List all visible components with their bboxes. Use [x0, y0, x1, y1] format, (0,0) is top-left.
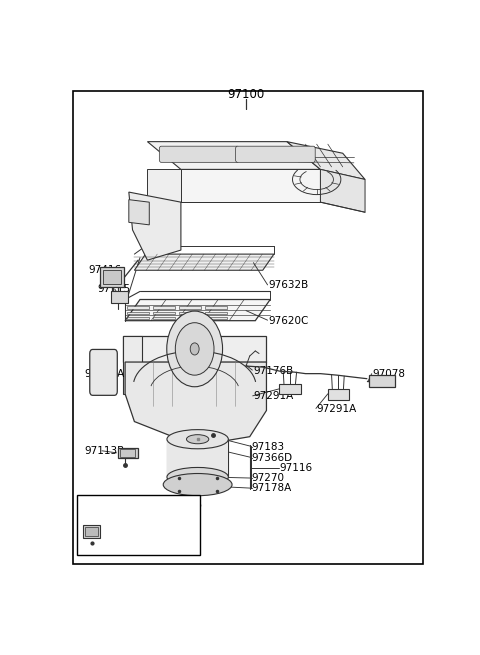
Bar [120, 449, 135, 457]
FancyBboxPatch shape [159, 146, 239, 162]
Polygon shape [160, 148, 242, 160]
Polygon shape [147, 170, 181, 202]
Bar [179, 312, 201, 314]
Bar [127, 312, 148, 314]
Text: (FULL AUTO-AIR CON): (FULL AUTO-AIR CON) [84, 498, 192, 508]
Bar [103, 271, 120, 284]
Text: 97176E: 97176E [107, 521, 146, 531]
Bar [205, 317, 227, 319]
Bar [153, 317, 175, 319]
Polygon shape [100, 267, 124, 288]
Polygon shape [123, 336, 266, 362]
Polygon shape [125, 299, 270, 321]
Text: 97366D: 97366D [252, 453, 293, 463]
Polygon shape [118, 448, 138, 458]
Text: 97416: 97416 [88, 265, 121, 275]
Polygon shape [369, 375, 395, 387]
Polygon shape [321, 170, 365, 212]
Text: 97078: 97078 [372, 369, 406, 379]
Bar [77, 495, 200, 555]
Polygon shape [111, 291, 128, 303]
Circle shape [167, 311, 223, 386]
Text: 97632B: 97632B [268, 280, 309, 290]
Polygon shape [125, 362, 266, 446]
FancyBboxPatch shape [236, 146, 315, 162]
Polygon shape [328, 389, 349, 400]
Polygon shape [279, 384, 301, 394]
Polygon shape [84, 525, 100, 538]
Bar [153, 312, 175, 314]
Text: 97116: 97116 [279, 463, 312, 473]
Polygon shape [287, 141, 365, 179]
Polygon shape [123, 336, 142, 394]
Circle shape [175, 323, 214, 375]
Text: 97178A: 97178A [252, 483, 292, 493]
Bar [205, 312, 227, 314]
Text: 97620C: 97620C [268, 316, 309, 326]
Text: 97291A: 97291A [317, 404, 357, 414]
Bar [179, 317, 201, 319]
Circle shape [190, 343, 199, 355]
Polygon shape [147, 141, 321, 170]
Ellipse shape [167, 430, 228, 449]
Text: 97270: 97270 [252, 473, 285, 483]
Bar [153, 307, 175, 309]
Bar [205, 307, 227, 309]
Text: 97127A: 97127A [84, 369, 124, 379]
FancyBboxPatch shape [90, 349, 117, 396]
Ellipse shape [186, 435, 209, 443]
Polygon shape [129, 200, 149, 225]
Text: 97183: 97183 [252, 441, 285, 452]
Text: 97624C: 97624C [107, 533, 147, 542]
Text: 97176B: 97176B [253, 366, 294, 376]
Polygon shape [134, 254, 274, 271]
Text: 97100: 97100 [228, 88, 264, 102]
Bar [127, 317, 148, 319]
Bar [127, 307, 148, 309]
Text: 97291A: 97291A [253, 391, 294, 402]
Polygon shape [181, 170, 321, 202]
Bar [167, 440, 228, 477]
Bar [179, 307, 201, 309]
Text: 97115: 97115 [97, 284, 131, 294]
Bar [85, 527, 97, 536]
Polygon shape [129, 192, 181, 260]
Ellipse shape [163, 474, 232, 496]
Ellipse shape [167, 468, 228, 487]
Text: 97113B: 97113B [84, 446, 124, 456]
